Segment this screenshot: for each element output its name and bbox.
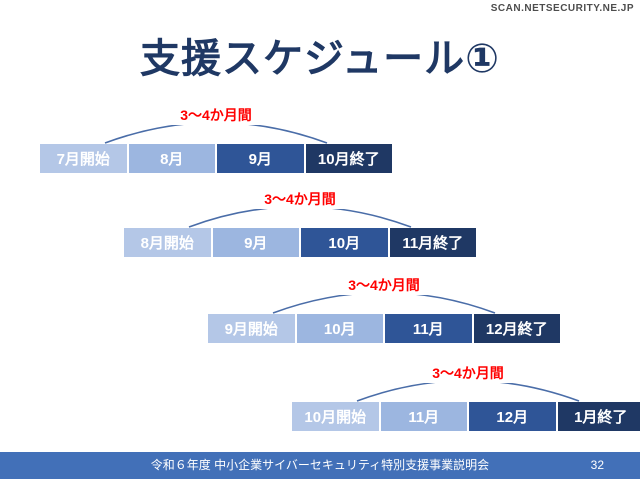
watermark-text: SCAN.NETSECURITY.NE.JP [490, 3, 634, 14]
timeline-cell: 12月 [469, 402, 556, 431]
duration-label: 3～4か月間 [170, 105, 262, 125]
duration-label: 3～4か月間 [422, 363, 514, 383]
timeline-cell-start: 10月開始 [292, 402, 379, 431]
timeline-cells: 8月開始 9月 10月 11月終了 [124, 228, 476, 257]
timeline-cells: 10月開始 11月 12月 1月終了 [292, 402, 640, 431]
page-title: 支援スケジュール① [139, 37, 501, 81]
duration-label: 3～4か月間 [338, 275, 430, 295]
timeline-cell: 8月 [128, 144, 215, 173]
timeline-row-2: 3～4か月間 8月開始 9月 10月 11月終了 [124, 185, 476, 257]
timeline-cell-start: 8月開始 [124, 228, 211, 257]
footer-text: 令和６年度 中小企業サイバーセキュリティ特別支援事業説明会 [150, 458, 490, 472]
footer-bar: 令和６年度 中小企業サイバーセキュリティ特別支援事業説明会 32 [0, 452, 640, 479]
timeline-cell: 11月 [380, 402, 467, 431]
timeline-cell-end: 1月終了 [557, 402, 640, 431]
timeline-cell: 10月 [301, 228, 388, 257]
duration-label: 3～4か月間 [254, 189, 346, 209]
timeline-cell: 11月 [385, 314, 472, 343]
timeline-cells: 7月開始 8月 9月 10月終了 [40, 144, 392, 173]
timeline-cell-end: 11月終了 [389, 228, 476, 257]
timeline-cell-end: 12月終了 [473, 314, 560, 343]
timeline-cell: 9月 [217, 144, 304, 173]
timeline-cells: 9月開始 10月 11月 12月終了 [208, 314, 560, 343]
page-number: 32 [590, 458, 604, 472]
timeline-cell-end: 10月終了 [305, 144, 392, 173]
timeline-row-4: 3～4か月間 10月開始 11月 12月 1月終了 [292, 359, 640, 431]
timeline-cell: 9月 [212, 228, 299, 257]
timeline-cell: 10月 [296, 314, 383, 343]
timeline-cell-start: 9月開始 [208, 314, 295, 343]
timeline-cell-start: 7月開始 [40, 144, 127, 173]
timeline-row-1: 3～4か月間 7月開始 8月 9月 10月終了 [40, 101, 392, 173]
timeline-row-3: 3～4か月間 9月開始 10月 11月 12月終了 [208, 271, 560, 343]
